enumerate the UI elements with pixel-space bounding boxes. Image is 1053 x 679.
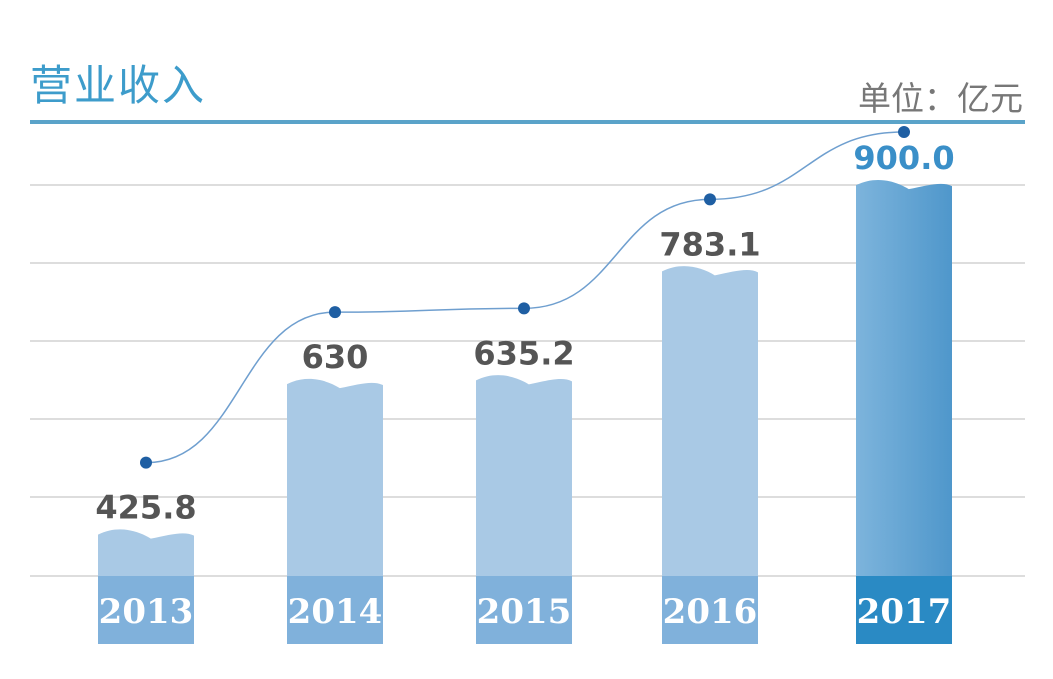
category-label-2016: 2016 <box>663 592 758 632</box>
category-box-2017 <box>856 576 952 644</box>
value-label-2016: 783.1 <box>659 225 760 263</box>
bar-2015 <box>476 375 572 576</box>
value-label-2014: 630 <box>302 338 369 376</box>
category-label-2014: 2014 <box>288 592 383 632</box>
category-label-2015: 2015 <box>477 592 572 632</box>
category-box-2016 <box>662 576 758 644</box>
category-label-2013: 2013 <box>99 592 194 632</box>
bar-2017 <box>856 179 952 576</box>
trend-dot-2014 <box>329 306 341 319</box>
bar-2013 <box>98 529 194 576</box>
category-box-2013 <box>98 576 194 644</box>
category-box-2014 <box>287 576 383 644</box>
trend-dot-2015 <box>518 302 530 315</box>
trend-dot-2017 <box>898 126 910 138</box>
chart-title: 营业收入 <box>30 61 207 110</box>
value-label-2017: 900.0 <box>853 139 954 177</box>
trend-dot-2013 <box>140 456 152 469</box>
category-label-2017: 2017 <box>857 592 952 632</box>
value-label-2013: 425.8 <box>95 489 196 527</box>
value-label-2015: 635.2 <box>473 334 574 372</box>
bar-2016 <box>662 266 758 576</box>
bar-2014 <box>287 378 383 576</box>
title-rule <box>30 120 1025 124</box>
trend-dot-2016 <box>704 193 716 206</box>
unit-label: 单位：亿元 <box>858 79 1023 118</box>
category-box-2015 <box>476 576 572 644</box>
